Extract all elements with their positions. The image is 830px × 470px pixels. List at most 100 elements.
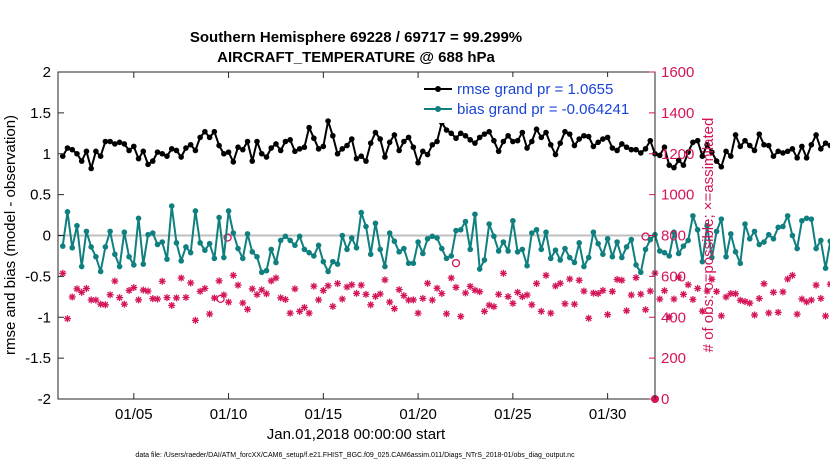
- obs-assimilated-marker: [144, 287, 152, 295]
- rmse-point: [59, 153, 66, 160]
- bias-point: [448, 253, 455, 259]
- obs-assimilated-marker: [409, 296, 417, 304]
- bias-point: [315, 242, 322, 249]
- bias-point: [140, 261, 147, 267]
- obs-assimilated-marker: [504, 293, 512, 301]
- bias-point: [780, 223, 786, 230]
- rmse-point: [429, 141, 436, 148]
- rmse-point: [78, 158, 85, 164]
- rmse-point: [263, 154, 270, 160]
- bias-point: [391, 238, 398, 245]
- bias-point: [438, 245, 445, 252]
- rmse-point: [339, 146, 346, 152]
- legend-rmse-label: rmse grand pr = 1.0655: [457, 81, 613, 98]
- rmse-point: [325, 118, 331, 124]
- obs-assimilated-marker: [296, 307, 304, 315]
- obs-assimilated-marker: [182, 293, 190, 301]
- x-tick-label: 01/20: [399, 406, 437, 423]
- rmse-point: [121, 141, 128, 147]
- rmse-point: [827, 142, 830, 149]
- rmse-point: [737, 143, 744, 150]
- rmse-point: [628, 146, 635, 153]
- obs-assimilated-marker: [608, 287, 616, 295]
- legend-bias-marker: [435, 106, 441, 112]
- bias-point: [467, 246, 474, 253]
- obs-assimilated-marker: [457, 312, 465, 320]
- bias-point: [495, 248, 502, 254]
- bias-point: [514, 249, 521, 255]
- rmse-point: [401, 138, 407, 145]
- legend: rmse grand pr = 1.0655 bias grand pr = -…: [419, 77, 649, 123]
- obs-assimilated-marker: [315, 296, 323, 304]
- obs-assimilated-marker: [386, 298, 394, 306]
- bias-point: [154, 241, 161, 248]
- legend-bias-label: bias grand pr = -0.064241: [457, 101, 629, 118]
- x-tick-label: 01/25: [494, 406, 532, 423]
- rmse-point: [382, 154, 388, 160]
- bias-point: [78, 263, 85, 270]
- bias-point: [348, 235, 355, 241]
- obs-assimilated-marker: [466, 282, 474, 290]
- obs-assimilated-marker: [201, 284, 209, 292]
- rmse-point: [675, 157, 682, 164]
- bias-point: [628, 236, 635, 243]
- bias-point: [718, 216, 725, 222]
- bias-point: [472, 211, 478, 218]
- chart-title-line1: Southern Hemisphere 69228 / 69717 = 99.2…: [190, 29, 522, 46]
- rmse-point: [765, 142, 772, 149]
- rmse-point: [633, 146, 639, 153]
- bias-point: [424, 235, 431, 242]
- obs-assimilated-marker: [300, 303, 308, 311]
- bias-point: [723, 253, 729, 260]
- obs-assimilated-marker: [528, 301, 536, 309]
- bias-point: [334, 261, 341, 267]
- bias-point: [562, 245, 568, 252]
- rmse-point: [448, 130, 455, 137]
- obs-assimilated-marker: [82, 284, 90, 292]
- rmse-point: [595, 139, 601, 146]
- obs-assimilated-marker: [452, 283, 460, 291]
- rmse-point: [713, 158, 720, 164]
- rmse-point: [566, 131, 573, 137]
- bias-point: [225, 208, 232, 214]
- bias-point: [704, 222, 710, 229]
- rmse-point: [112, 141, 118, 147]
- obs-assimilated-marker: [523, 291, 531, 299]
- obs-assimilated-marker: [87, 296, 95, 304]
- rmse-point: [311, 135, 317, 142]
- rmse-point: [647, 137, 654, 144]
- obs-assimilated-marker: [556, 279, 564, 287]
- rmse-point: [746, 142, 753, 149]
- bias-point: [827, 238, 830, 245]
- bias-point: [770, 235, 777, 242]
- bias-point: [372, 220, 379, 227]
- obs-assimilated-marker: [135, 296, 143, 304]
- rmse-point: [642, 146, 649, 152]
- bias-point: [491, 233, 497, 240]
- bias-point: [784, 213, 791, 219]
- y-right-tick-label: 200: [661, 350, 686, 367]
- rmse-point: [145, 161, 151, 168]
- bias-point: [415, 239, 421, 245]
- rmse-point: [818, 146, 824, 152]
- obs-assimilated-marker: [106, 291, 114, 299]
- obs-assimilated-marker: [424, 279, 432, 287]
- rmse-point: [239, 146, 246, 153]
- obs-assimilated-marker: [713, 287, 721, 295]
- bias-point: [794, 245, 800, 252]
- rmse-point: [510, 138, 516, 145]
- obs-markers-layer: [59, 232, 830, 403]
- bias-point: [633, 262, 639, 268]
- obs-assimilated-marker: [561, 300, 569, 308]
- bias-point: [505, 248, 511, 254]
- obs-assimilated-marker: [613, 275, 621, 283]
- obs-assimilated-marker: [679, 290, 687, 298]
- obs-assimilated-marker: [722, 293, 730, 301]
- obs-assimilated-marker: [694, 284, 702, 292]
- obs-assimilated-marker: [101, 301, 109, 309]
- obs-assimilated-marker: [215, 277, 223, 285]
- obs-assimilated-marker: [319, 286, 327, 294]
- rmse-point: [277, 147, 284, 154]
- bias-point: [732, 249, 739, 255]
